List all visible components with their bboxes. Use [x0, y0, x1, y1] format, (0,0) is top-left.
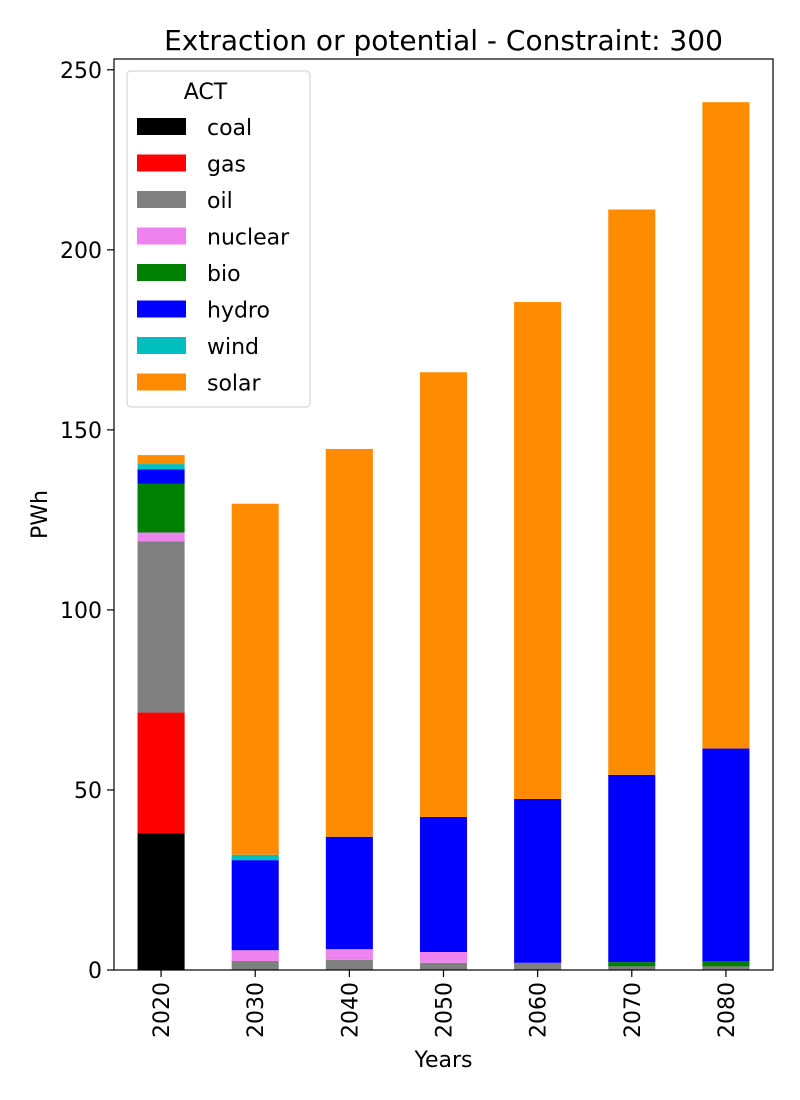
x-tick-label-2020: 2020	[150, 982, 175, 1038]
bar-segment-wind-2020	[137, 464, 185, 470]
legend-swatch-coal	[137, 118, 186, 135]
bar-segment-hydro-2020	[137, 469, 185, 484]
bar-segment-oil-2040	[325, 959, 373, 970]
bar-segment-solar-2020	[137, 455, 185, 465]
bar-segment-oil-2030	[231, 960, 279, 970]
y-tick-label-250: 250	[60, 59, 102, 84]
legend: ACT coal gas oil nuclear bio hydro wind solar	[126, 70, 311, 408]
y-tick-label-0: 0	[88, 959, 102, 984]
x-tick-label-2070: 2070	[621, 982, 646, 1038]
legend-label-coal: coal	[207, 116, 252, 141]
bar-segment-hydro-2030	[231, 860, 279, 951]
bar-segment-bio-2020	[137, 483, 185, 533]
x-tick-label-2040: 2040	[338, 982, 363, 1038]
y-axis-label: PWh	[28, 490, 53, 539]
legend-label-nuclear: nuclear	[207, 226, 290, 251]
bar-segment-oil-2080	[702, 966, 750, 970]
bar-segment-solar-2050	[419, 372, 468, 817]
chart-title: Extraction or potential - Constraint: 30…	[164, 24, 723, 57]
bar-segment-oil-2020	[137, 541, 185, 713]
legend-swatch-oil	[137, 191, 186, 208]
bar-segment-solar-2070	[608, 209, 656, 775]
bar-segment-solar-2030	[231, 503, 279, 855]
bar-segment-coal-2020	[137, 833, 185, 970]
x-tick-label-2050: 2050	[433, 982, 458, 1038]
legend-label-oil: oil	[207, 189, 233, 214]
y-tick-label-200: 200	[60, 239, 102, 264]
x-tick-label-2060: 2060	[527, 982, 552, 1038]
legend-swatch-gas	[137, 154, 186, 172]
y-tick-label-100: 100	[60, 599, 102, 624]
bar-segment-solar-2060	[514, 302, 562, 799]
bar-segment-oil-2050	[419, 962, 468, 970]
legend-label-wind: wind	[207, 335, 259, 360]
legend-title: ACT	[184, 80, 228, 105]
legend-label-gas: gas	[207, 153, 246, 178]
bar-segment-oil-2060	[514, 962, 562, 970]
legend-label-bio: bio	[207, 262, 241, 287]
bar-segment-nuclear-2030	[231, 950, 279, 961]
bar-segment-nuclear-2040	[325, 949, 373, 960]
y-tick-label-50: 50	[74, 779, 102, 804]
x-tick-label-2080: 2080	[715, 982, 740, 1038]
bar-segment-solar-2080	[702, 102, 750, 749]
axes-group: 0 50 100 150 200 250 2020 2030 2040 2050 2060 2070 2…	[60, 58, 774, 1038]
x-tick-label-2030: 2030	[244, 982, 269, 1038]
bar-segment-bio-2080	[702, 960, 750, 967]
legend-swatch-nuclear	[137, 227, 186, 245]
legend-swatch-wind	[137, 337, 186, 354]
y-tick-label-150: 150	[60, 419, 102, 444]
bar-segment-nuclear-2020	[137, 532, 185, 542]
bar-segment-hydro-2050	[419, 816, 468, 952]
legend-label-hydro: hydro	[207, 299, 270, 324]
bar-segment-oil-2070	[608, 966, 656, 970]
bar-segment-solar-2040	[325, 448, 373, 837]
legend-label-solar: solar	[207, 372, 262, 397]
bar-segment-wind-2030	[231, 854, 279, 861]
bar-segment-hydro-2080	[702, 748, 750, 961]
legend-swatch-solar	[137, 373, 186, 391]
bar-segment-hydro-2060	[514, 798, 562, 963]
legend-swatch-hydro	[137, 300, 186, 318]
bar-segment-gas-2020	[137, 712, 185, 834]
legend-swatch-bio	[137, 264, 186, 281]
legend-items: coal gas oil nuclear bio hydro wind solar	[137, 116, 290, 397]
bar-segment-bio-2070	[608, 962, 656, 967]
bar-segment-hydro-2040	[325, 836, 373, 950]
bar-segment-hydro-2070	[608, 774, 656, 963]
bar-segment-nuclear-2050	[419, 951, 468, 963]
x-axis-label: Years	[413, 1048, 472, 1073]
bars-group	[137, 102, 750, 970]
